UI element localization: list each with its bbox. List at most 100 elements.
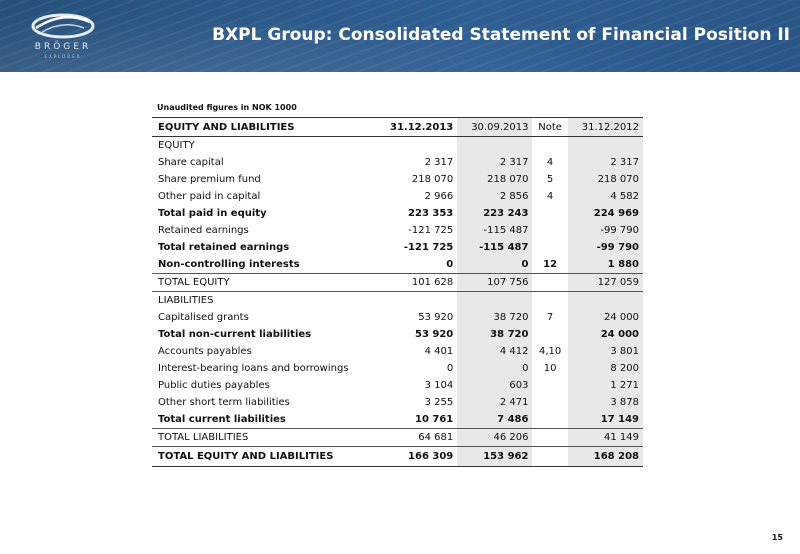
table-row: Total current liabilities 10 761 7 486 17 1… <box>152 411 643 429</box>
value-31-12-2012: 2 317 <box>567 154 643 171</box>
row-label: EQUITY <box>158 140 195 151</box>
value-31-12-2013: 0 <box>446 363 454 374</box>
value-31-12-2012: 24 000 <box>567 326 643 343</box>
financial-position-table: EQUITY AND LIABILITIES 31.12.2013 30.09.… <box>152 117 643 467</box>
value-31-12-2012: 224 969 <box>567 205 643 222</box>
value-30-09-2013: 0 <box>457 360 533 377</box>
value-30-09-2013: 223 243 <box>457 205 533 222</box>
note-ref <box>532 273 568 292</box>
row-label: Capitalised grants <box>158 312 249 323</box>
logo-wordmark: BRÖGER <box>34 42 92 52</box>
value-30-09-2013: 7 486 <box>457 411 533 429</box>
column-header-label: EQUITY AND LIABILITIES <box>152 117 379 137</box>
row-label: Accounts payables <box>158 346 252 357</box>
note-ref <box>532 326 567 343</box>
table-row: Total paid in equity 223 353 223 243 224 96… <box>152 205 643 222</box>
table-row: TOTAL LIABILITIES 64 681 46 206 41 149 <box>152 428 643 447</box>
row-label: TOTAL LIABILITIES <box>152 428 379 447</box>
table-row: Non-controlling interests 0 0 12 1 880 <box>152 256 643 274</box>
value-31-12-2012: 1 271 <box>567 377 643 394</box>
value-30-09-2013: 2 317 <box>457 154 533 171</box>
value-31-12-2013: 0 <box>446 259 454 270</box>
table-row: TOTAL EQUITY 101 628 107 756 127 059 <box>152 273 643 292</box>
value-30-09-2013: 38 720 <box>457 326 533 343</box>
note-ref: 7 <box>546 312 554 323</box>
column-header-31-12-2013: 31.12.2013 <box>378 117 458 137</box>
value-30-09-2013: 153 962 <box>457 446 533 467</box>
value-31-12-2013: 10 761 <box>414 414 454 425</box>
table-row: TOTAL EQUITY AND LIABILITIES 166 309 153 9… <box>152 446 643 467</box>
note-ref: 4,10 <box>538 346 562 357</box>
note-ref <box>532 205 567 222</box>
value-31-12-2013: 3 104 <box>424 380 454 391</box>
row-label: LIABILITIES <box>158 295 214 306</box>
company-logo: BRÖGER EXPLORER <box>18 6 108 66</box>
row-label: TOTAL EQUITY AND LIABILITIES <box>152 446 379 467</box>
value-31-12-2012: 3 801 <box>567 343 643 360</box>
page-number: 15 <box>771 533 783 542</box>
table-row: Share premium fund 218 070 218 070 5 218 070 <box>152 171 643 188</box>
value-31-12-2012: 24 000 <box>567 309 643 326</box>
value-30-09-2013: 2 856 <box>457 188 533 205</box>
value-31-12-2013: -121 725 <box>403 242 454 253</box>
logo-subtext: EXPLORER <box>44 54 82 59</box>
column-header-31-12-2012: 31.12.2012 <box>567 117 643 137</box>
row-label: Share premium fund <box>158 174 261 185</box>
value-31-12-2012: -99 790 <box>567 222 643 239</box>
note-ref <box>532 428 568 447</box>
table-subtitle: Unaudited figures in NOK 1000 <box>157 103 297 112</box>
value-30-09-2013: 38 720 <box>457 309 533 326</box>
banner-wave-pattern <box>0 0 800 72</box>
row-label: Retained earnings <box>158 225 249 236</box>
value-30-09-2013 <box>457 136 533 154</box>
column-header-note: Note <box>532 117 568 137</box>
value-31-12-2012 <box>567 291 643 309</box>
note-ref: 4 <box>546 191 554 202</box>
header-banner: BRÖGER EXPLORER BXPL Group: Consolidated… <box>0 0 800 72</box>
note-ref <box>532 446 568 467</box>
value-30-09-2013: 0 <box>457 256 533 274</box>
column-header-30-09-2013: 30.09.2013 <box>457 117 533 137</box>
value-31-12-2012: -99 790 <box>567 239 643 256</box>
value-30-09-2013 <box>457 291 533 309</box>
page-title: BXPL Group: Consolidated Statement of Fi… <box>212 25 790 45</box>
table-header-row: EQUITY AND LIABILITIES 31.12.2013 30.09.… <box>152 117 643 137</box>
table-row: Accounts payables 4 401 4 412 4,10 3 801 <box>152 343 643 360</box>
note-ref: 4 <box>546 157 554 168</box>
note-ref <box>532 222 567 239</box>
logo-swoosh-icon <box>31 13 95 39</box>
value-30-09-2013: 107 756 <box>457 273 533 292</box>
note-ref: 12 <box>543 259 558 270</box>
value-31-12-2013: 4 401 <box>424 346 454 357</box>
value-31-12-2012: 3 878 <box>567 394 643 411</box>
row-label: TOTAL EQUITY <box>152 273 379 292</box>
value-31-12-2012: 17 149 <box>567 411 643 429</box>
value-31-12-2012: 1 880 <box>567 256 643 274</box>
note-ref <box>532 292 567 310</box>
row-label: Public duties payables <box>158 380 270 391</box>
value-31-12-2013: -121 725 <box>408 225 454 236</box>
table-row: Public duties payables 3 104 603 1 271 <box>152 377 643 394</box>
note-ref <box>532 137 567 155</box>
row-label: Other paid in capital <box>158 191 261 202</box>
value-31-12-2013: 218 070 <box>411 174 454 185</box>
value-31-12-2012 <box>567 136 643 154</box>
value-31-12-2013 <box>379 292 457 310</box>
table-row: Total retained earnings -121 725 -115 487 -… <box>152 239 643 256</box>
note-ref <box>532 411 567 429</box>
value-31-12-2013: 2 966 <box>424 191 454 202</box>
value-31-12-2012: 168 208 <box>567 446 643 467</box>
table-row: Other paid in capital 2 966 2 856 4 4 582 <box>152 188 643 205</box>
note-ref: 10 <box>543 363 557 374</box>
value-31-12-2012: 218 070 <box>567 171 643 188</box>
value-30-09-2013: 46 206 <box>457 428 533 447</box>
value-31-12-2012: 41 149 <box>567 428 643 447</box>
table-row: Capitalised grants 53 920 38 720 7 24 000 <box>152 309 643 326</box>
value-31-12-2013: 53 920 <box>418 312 454 323</box>
row-label: Total paid in equity <box>158 208 267 219</box>
value-31-12-2013 <box>379 137 457 155</box>
table-row: Total non-current liabilities 53 920 38 72… <box>152 326 643 343</box>
value-31-12-2013: 3 255 <box>424 397 454 408</box>
row-label: Non-controlling interests <box>158 259 300 270</box>
note-ref <box>532 394 567 411</box>
